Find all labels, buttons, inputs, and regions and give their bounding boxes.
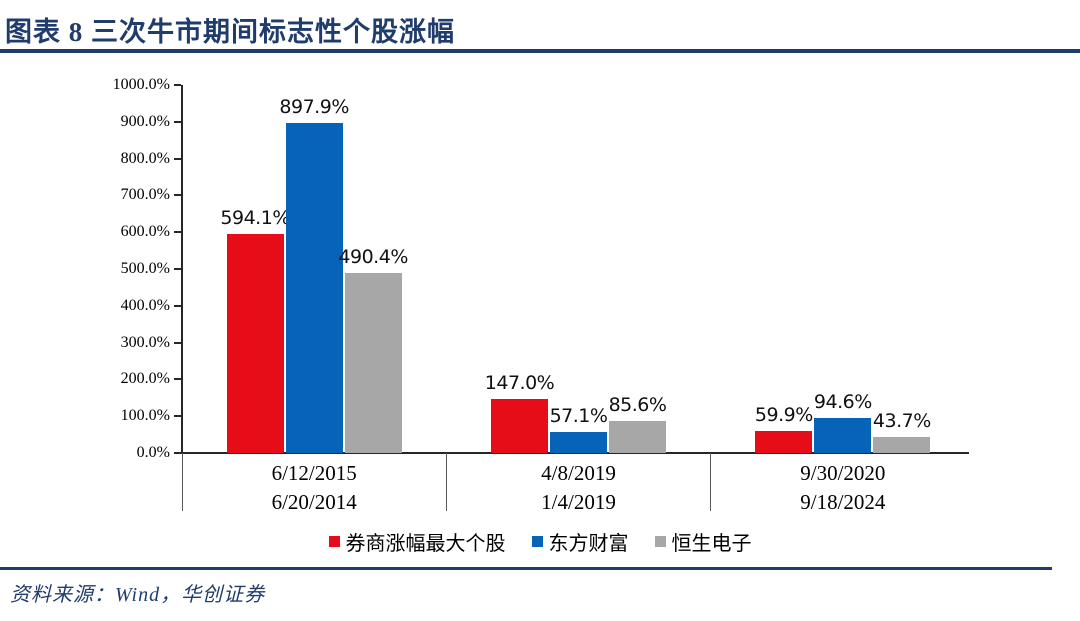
bar-value-label: 594.1%	[220, 207, 290, 230]
legend-item: 恒生电子	[654, 527, 752, 556]
y-axis-tick-label: 200.0%	[120, 370, 170, 388]
bar-value-label: 85.6%	[608, 394, 667, 417]
bar-value-label: 897.9%	[279, 95, 349, 118]
category-label-start-date: 9/18/2024	[800, 490, 886, 514]
source-note: 资料来源：Wind，华创证券	[10, 584, 266, 606]
y-axis-tick	[174, 120, 181, 123]
y-axis-tick-label: 100.0%	[120, 407, 170, 425]
legend-swatch-icon	[531, 536, 543, 547]
y-axis-tick	[174, 268, 181, 270]
footer-rule	[0, 567, 1052, 570]
title-underline-rule	[0, 49, 1080, 53]
category-label-start-date: 1/4/2019	[541, 490, 616, 514]
legend-item: 东方财富	[531, 527, 629, 556]
bar-恒生电子	[344, 272, 402, 453]
category-divider	[445, 453, 447, 511]
x-axis-line	[180, 452, 969, 454]
y-axis-tick-label: 300.0%	[120, 333, 170, 351]
bar-东方财富	[285, 122, 343, 453]
bar-chart: 0.0% 100.0% 200.0% 300.0% 400.0% 500.0% 600.0%…	[0, 55, 1080, 560]
y-axis-tick	[174, 415, 181, 418]
category-label-start-date: 6/20/2014	[271, 490, 357, 514]
bar-value-label: 57.1%	[549, 404, 608, 427]
category-label-end-date: 9/30/2020	[800, 461, 886, 485]
y-axis-tick	[174, 304, 181, 307]
bar-券商涨幅最大个股	[491, 398, 548, 453]
bar-券商涨幅最大个股	[226, 234, 284, 453]
y-axis-tick	[174, 231, 181, 234]
y-axis-tick	[174, 157, 181, 160]
y-axis-tick-label: 800.0%	[120, 149, 170, 167]
y-axis-tick	[174, 84, 181, 86]
category-label-end-date: 6/12/2015	[271, 461, 357, 485]
legend-swatch-icon	[654, 536, 666, 547]
bar-东方财富	[814, 418, 872, 453]
y-axis-tick-label: 600.0%	[120, 223, 170, 241]
y-axis-tick	[174, 378, 181, 381]
bar-券商涨幅最大个股	[755, 430, 813, 453]
bar-东方财富	[550, 431, 607, 453]
y-axis-tick	[174, 452, 181, 454]
category-label-end-date: 4/8/2019	[541, 461, 616, 485]
y-axis-tick	[174, 341, 181, 344]
y-axis-tick-label: 400.0%	[120, 296, 170, 314]
legend-swatch-icon	[328, 536, 340, 547]
y-axis-tick-label: 0.0%	[136, 444, 170, 461]
y-axis-tick-label: 900.0%	[120, 112, 170, 130]
legend-label: 券商涨幅最大个股	[345, 533, 506, 555]
chart-legend: 券商涨幅最大个股 东方财富 恒生电子	[0, 527, 1080, 556]
legend-label: 东方财富	[548, 533, 629, 555]
legend-label: 恒生电子	[671, 533, 752, 555]
y-axis-tick-label: 700.0%	[120, 186, 170, 204]
bar-恒生电子	[609, 421, 666, 453]
bar-value-label: 490.4%	[338, 245, 408, 268]
bar-value-label: 94.6%	[813, 391, 872, 414]
category-divider	[710, 453, 712, 511]
y-axis-tick-label: 500.0%	[120, 260, 170, 277]
y-axis-tick-label: 1000.0%	[112, 76, 170, 93]
bar-恒生电子	[873, 436, 931, 453]
bar-value-label: 59.9%	[754, 403, 813, 426]
y-axis-line	[180, 85, 183, 453]
bar-value-label: 43.7%	[872, 409, 931, 432]
category-divider	[181, 453, 183, 511]
legend-item: 券商涨幅最大个股	[328, 527, 506, 556]
figure-title: 图表 8 三次牛市期间标志性个股涨幅	[5, 17, 455, 47]
bar-value-label: 147.0%	[484, 371, 555, 394]
y-axis-tick	[174, 194, 181, 197]
